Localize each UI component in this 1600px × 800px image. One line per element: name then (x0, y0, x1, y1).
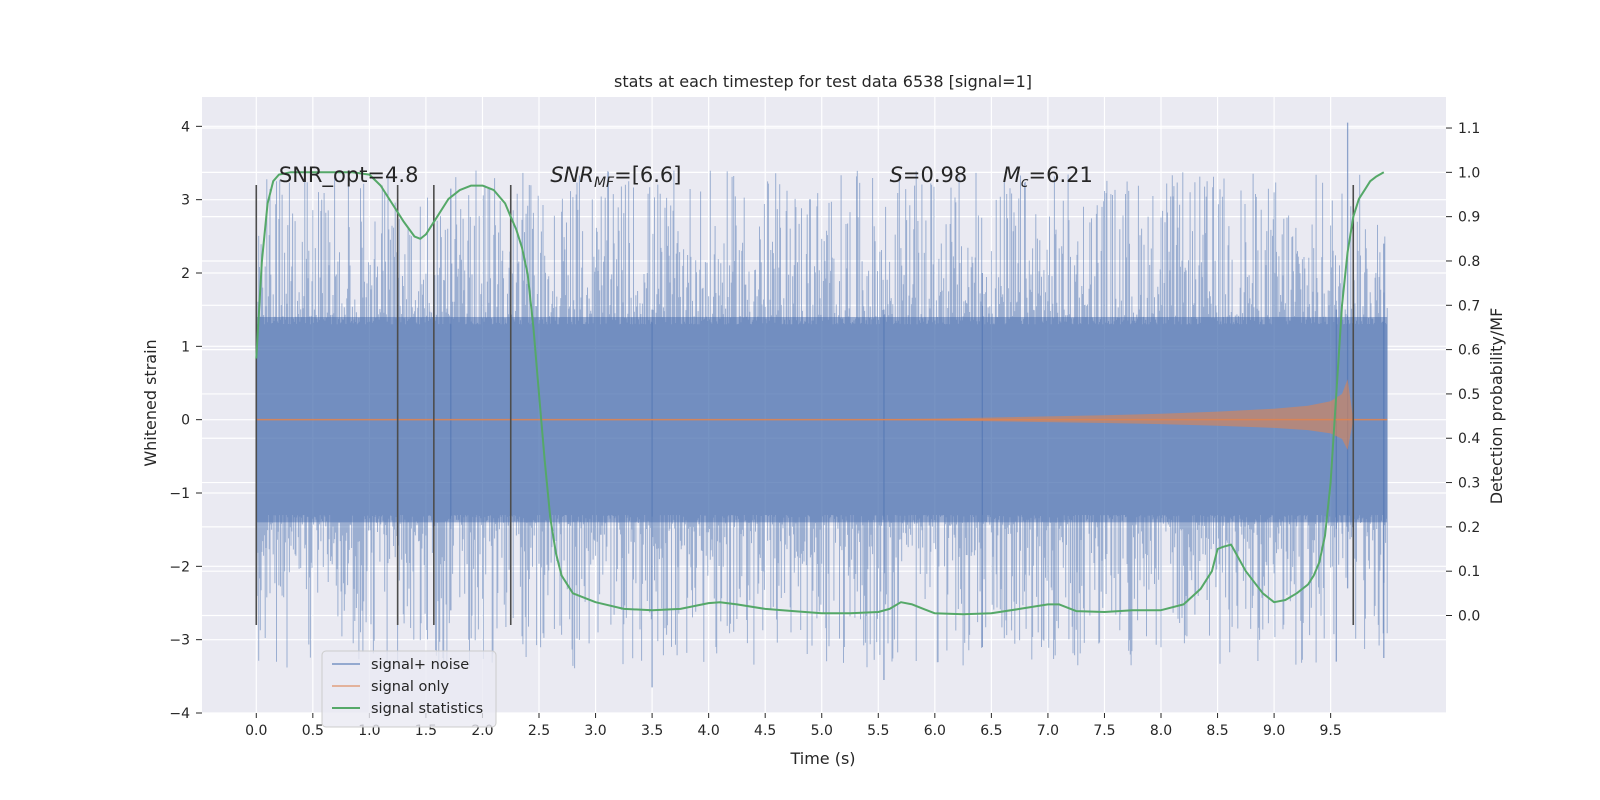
legend-label-signal-statistics: signal statistics (371, 701, 483, 717)
x-tick-label: 8.5 (1206, 723, 1228, 739)
y2-tick-label: 1.0 (1458, 165, 1480, 181)
annotation-snr-opt: SNR_opt=4.8 (279, 163, 419, 188)
y2-tick-label: 0.4 (1458, 431, 1480, 447)
x-tick-label: 7.0 (1037, 723, 1059, 739)
y-axis-right: 0.0 0.1 0.2 0.3 0.4 0.5 0.6 0.7 0.8 0.9 1.0 1.1 (1446, 121, 1480, 625)
y2-tick-label: 0.6 (1458, 343, 1480, 359)
y2-tick-label: 0.8 (1458, 254, 1480, 270)
annotation-s-stat: S=0.98 (890, 163, 968, 187)
x-tick-label: 9.0 (1263, 723, 1285, 739)
annotations: SNR_opt=4.8 SNRMF=[6.6] S=0.98 Mc=6.21 (279, 163, 1093, 191)
signal-only-envelope (256, 379, 1388, 450)
x-axis-label: Time (s) (789, 749, 855, 768)
x-tick-label: 4.0 (698, 723, 720, 739)
signal-only-series (256, 379, 1388, 450)
x-tick-label: 2.5 (528, 723, 550, 739)
x-tick-label: 3.5 (641, 723, 663, 739)
x-tick-label: 0.0 (245, 723, 267, 739)
y2-axis-label: Detection probability/MF (1487, 308, 1506, 505)
chart-title: stats at each timestep for test data 653… (614, 72, 1032, 91)
x-tick-label: 7.5 (1093, 723, 1115, 739)
annotation-mc: Mc=6.21 (1003, 163, 1093, 191)
y2-tick-label: 1.1 (1458, 121, 1480, 137)
y-axis-left: −4 −3 −2 −1 0 1 2 3 4 (169, 119, 202, 722)
y-tick-label: 1 (181, 339, 190, 355)
y-tick-label: 4 (181, 119, 190, 135)
x-tick-label: 8.0 (1150, 723, 1172, 739)
legend-box (321, 650, 497, 728)
x-tick-label: 4.5 (754, 723, 776, 739)
annotation-snr-mf: SNRMF=[6.6] (550, 163, 681, 191)
y-axis-label: Whitened strain (141, 339, 160, 466)
x-tick-label: 3.0 (584, 723, 606, 739)
signal-statistics-series (255, 171, 1385, 616)
x-tick-label: 0.5 (302, 723, 324, 739)
y-tick-label: −2 (169, 559, 190, 575)
y2-tick-label: 0.2 (1458, 520, 1480, 536)
x-tick-label: 5.5 (867, 723, 889, 739)
y2-tick-label: 0.9 (1458, 210, 1480, 226)
y-tick-label: 3 (181, 193, 190, 209)
y-tick-label: 0 (181, 413, 190, 429)
y2-tick-label: 0.7 (1458, 298, 1480, 314)
x-tick-label: 6.0 (924, 723, 946, 739)
legend: signal+ noise signal only signal statist… (321, 650, 497, 728)
x-tick-label: 6.5 (980, 723, 1002, 739)
y-tick-label: −1 (169, 486, 190, 502)
y2-tick-label: 0.5 (1458, 387, 1480, 403)
y-tick-label: 2 (181, 266, 190, 282)
y-tick-label: −4 (169, 706, 190, 722)
y-tick-label: −3 (169, 633, 190, 649)
signal-statistics-line (255, 171, 1385, 616)
legend-label-signal-plus-noise: signal+ noise (371, 657, 469, 673)
y2-tick-label: 0.3 (1458, 476, 1480, 492)
y2-tick-label: 0.1 (1458, 564, 1480, 580)
x-tick-label: 5.0 (811, 723, 833, 739)
legend-label-signal-only: signal only (371, 679, 450, 695)
x-tick-label: 9.5 (1320, 723, 1342, 739)
vertical-markers (255, 185, 1355, 625)
y2-tick-label: 0.0 (1458, 609, 1480, 625)
